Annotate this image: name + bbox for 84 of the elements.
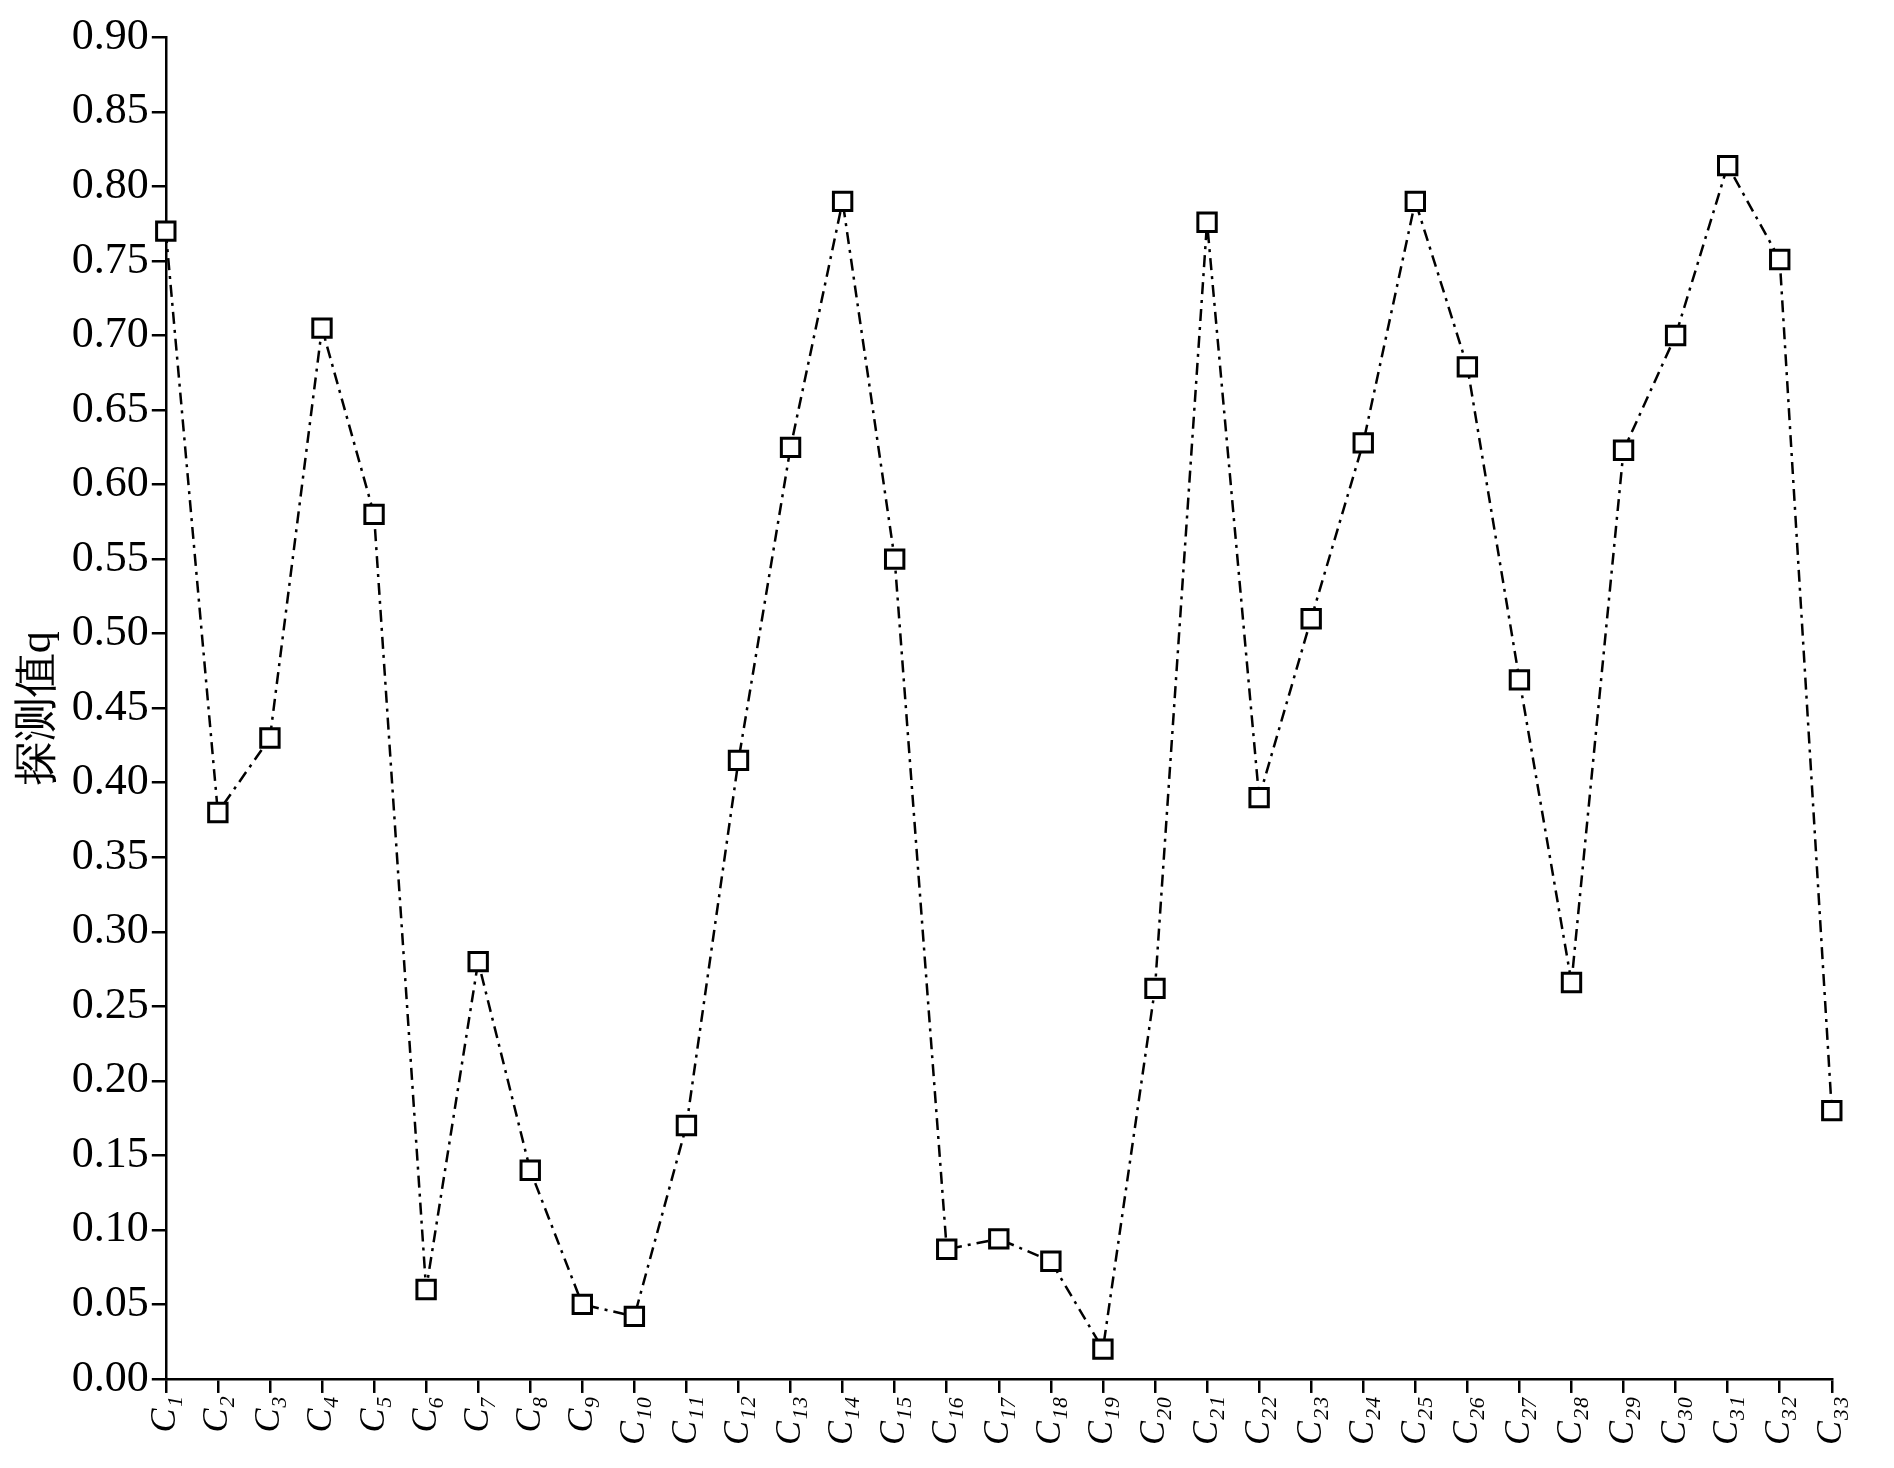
point bbox=[571, 1293, 593, 1316]
y-tick-label: 0.50 bbox=[71, 606, 149, 656]
x-tick-label: C₁₄ bbox=[820, 1395, 861, 1445]
y-tick-label: 0.05 bbox=[71, 1276, 149, 1326]
y-tick-label: 0.55 bbox=[71, 531, 149, 581]
point bbox=[155, 220, 177, 242]
x-tick-label: C₂₄ bbox=[1340, 1395, 1381, 1445]
point bbox=[363, 503, 385, 526]
x-tick-label: C₁₆ bbox=[924, 1395, 965, 1445]
x-tick-label: C₉ bbox=[559, 1395, 600, 1433]
x-tick-label: C₂₀ bbox=[1132, 1395, 1173, 1445]
y-tick-label: 0.60 bbox=[71, 457, 149, 507]
x-tick-label: C₂₃ bbox=[1288, 1395, 1329, 1445]
point bbox=[1300, 608, 1322, 630]
x-tick-label: C₁₂ bbox=[715, 1395, 756, 1445]
y-tick-label: 0.65 bbox=[71, 382, 149, 432]
point bbox=[831, 190, 854, 213]
y-axis-title: 探测值q bbox=[10, 631, 60, 786]
point bbox=[1248, 786, 1270, 809]
point bbox=[1092, 1338, 1114, 1360]
y-tick-label: 0.20 bbox=[71, 1053, 149, 1103]
point bbox=[1196, 211, 1218, 233]
x-tick-label: C₁₅ bbox=[872, 1395, 913, 1445]
y-tick-label: 0.70 bbox=[71, 308, 149, 358]
x-tick-label: C₄ bbox=[299, 1395, 340, 1433]
y-tick-label: 0.30 bbox=[71, 904, 149, 954]
point bbox=[259, 727, 281, 749]
point bbox=[311, 317, 333, 339]
x-tick-label: C₁₃ bbox=[768, 1395, 809, 1445]
point bbox=[675, 1114, 698, 1137]
point bbox=[467, 950, 489, 973]
point bbox=[1560, 971, 1583, 994]
x-tick-label: C₁₇ bbox=[976, 1395, 1017, 1445]
x-tick-label: C₃₁ bbox=[1705, 1395, 1746, 1445]
point bbox=[207, 801, 229, 824]
x-tick-label: C₁₈ bbox=[1028, 1395, 1069, 1445]
x-tick-label: C₃₃ bbox=[1809, 1395, 1850, 1445]
y-tick-label: 0.10 bbox=[71, 1202, 149, 1252]
x-tick-label: C₃ bbox=[247, 1395, 288, 1433]
y-tick-label: 0.85 bbox=[71, 84, 149, 134]
y-tick-label: 0.25 bbox=[71, 978, 149, 1028]
point bbox=[1821, 1099, 1843, 1122]
point bbox=[936, 1238, 958, 1260]
x-tick-label: C₁₉ bbox=[1080, 1395, 1121, 1445]
x-tick-label: C₂₆ bbox=[1444, 1395, 1485, 1445]
x-tick-label: C₃₂ bbox=[1757, 1395, 1798, 1445]
point bbox=[1352, 432, 1374, 454]
x-tick-label: C₂₅ bbox=[1392, 1395, 1433, 1445]
x-tick-label: C₂₇ bbox=[1496, 1395, 1537, 1445]
point bbox=[1404, 190, 1426, 213]
point bbox=[727, 749, 750, 772]
point bbox=[1769, 248, 1791, 271]
point bbox=[1716, 154, 1739, 177]
point bbox=[1456, 356, 1479, 378]
x-tick-label: C₂₉ bbox=[1601, 1395, 1642, 1445]
x-tick-label: C₃₀ bbox=[1653, 1395, 1694, 1445]
x-tick-label: C₂₈ bbox=[1548, 1395, 1589, 1445]
x-tick-label: C₂₁ bbox=[1184, 1395, 1225, 1445]
x-tick-label: C₅ bbox=[351, 1395, 392, 1433]
point bbox=[519, 1159, 541, 1181]
y-tick-label: 0.90 bbox=[71, 9, 149, 59]
point bbox=[1040, 1250, 1062, 1272]
x-tick-label: C₈ bbox=[507, 1395, 548, 1433]
x-tick-label: C₁₀ bbox=[611, 1395, 652, 1445]
point bbox=[1144, 977, 1166, 1000]
y-tick-label: 0.75 bbox=[71, 233, 149, 283]
x-tick-label: C₂ bbox=[195, 1395, 236, 1433]
point bbox=[779, 436, 802, 459]
point bbox=[883, 548, 906, 570]
point bbox=[1508, 669, 1531, 691]
x-tick-label: C₇ bbox=[455, 1395, 496, 1433]
point bbox=[415, 1278, 437, 1301]
y-tick-label: 0.15 bbox=[71, 1127, 149, 1177]
y-tick-label: 0.35 bbox=[71, 829, 149, 879]
point bbox=[623, 1305, 646, 1328]
point bbox=[1664, 324, 1687, 347]
point bbox=[988, 1228, 1010, 1250]
point bbox=[1612, 439, 1635, 461]
x-tick-label: C₂₂ bbox=[1236, 1395, 1277, 1445]
y-tick-label: 0.80 bbox=[71, 159, 149, 209]
x-tick-label: C₁₁ bbox=[663, 1395, 704, 1445]
x-tick-label: C₆ bbox=[403, 1395, 444, 1433]
y-tick-label: 0.40 bbox=[71, 755, 149, 805]
y-tick-label: 0.45 bbox=[71, 680, 149, 730]
